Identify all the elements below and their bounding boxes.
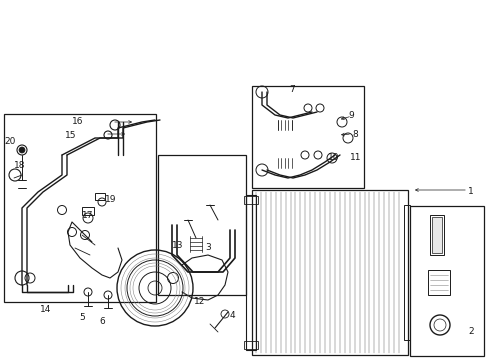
Text: 19: 19 xyxy=(105,195,116,204)
Circle shape xyxy=(19,147,25,153)
Text: 12: 12 xyxy=(194,297,205,306)
Text: 15: 15 xyxy=(65,131,76,140)
Bar xyxy=(403,205,409,340)
Text: 3: 3 xyxy=(204,243,210,252)
Bar xyxy=(158,155,245,295)
Text: 14: 14 xyxy=(40,306,52,315)
Bar xyxy=(244,341,258,349)
Bar xyxy=(244,196,258,204)
Bar xyxy=(82,207,94,215)
Text: 1: 1 xyxy=(467,188,473,197)
Bar xyxy=(4,114,156,302)
Bar xyxy=(95,193,105,200)
Text: 16: 16 xyxy=(72,117,83,126)
Text: 9: 9 xyxy=(347,112,353,121)
Text: 20: 20 xyxy=(4,138,15,147)
Text: 11: 11 xyxy=(349,153,361,162)
Bar xyxy=(251,190,407,355)
Bar xyxy=(251,86,363,188)
Bar xyxy=(427,270,449,295)
Text: 17: 17 xyxy=(82,211,93,220)
Bar xyxy=(409,206,483,356)
Text: 7: 7 xyxy=(288,85,294,94)
Bar xyxy=(245,195,256,350)
Text: 2: 2 xyxy=(467,328,473,337)
Text: 4: 4 xyxy=(229,310,235,320)
Text: 10: 10 xyxy=(327,153,339,162)
Text: 6: 6 xyxy=(99,318,104,327)
Text: 18: 18 xyxy=(14,161,25,170)
Text: 8: 8 xyxy=(351,130,357,139)
Bar xyxy=(431,217,441,253)
Text: 13: 13 xyxy=(172,240,183,249)
Bar xyxy=(429,215,443,255)
Text: 5: 5 xyxy=(79,314,85,323)
